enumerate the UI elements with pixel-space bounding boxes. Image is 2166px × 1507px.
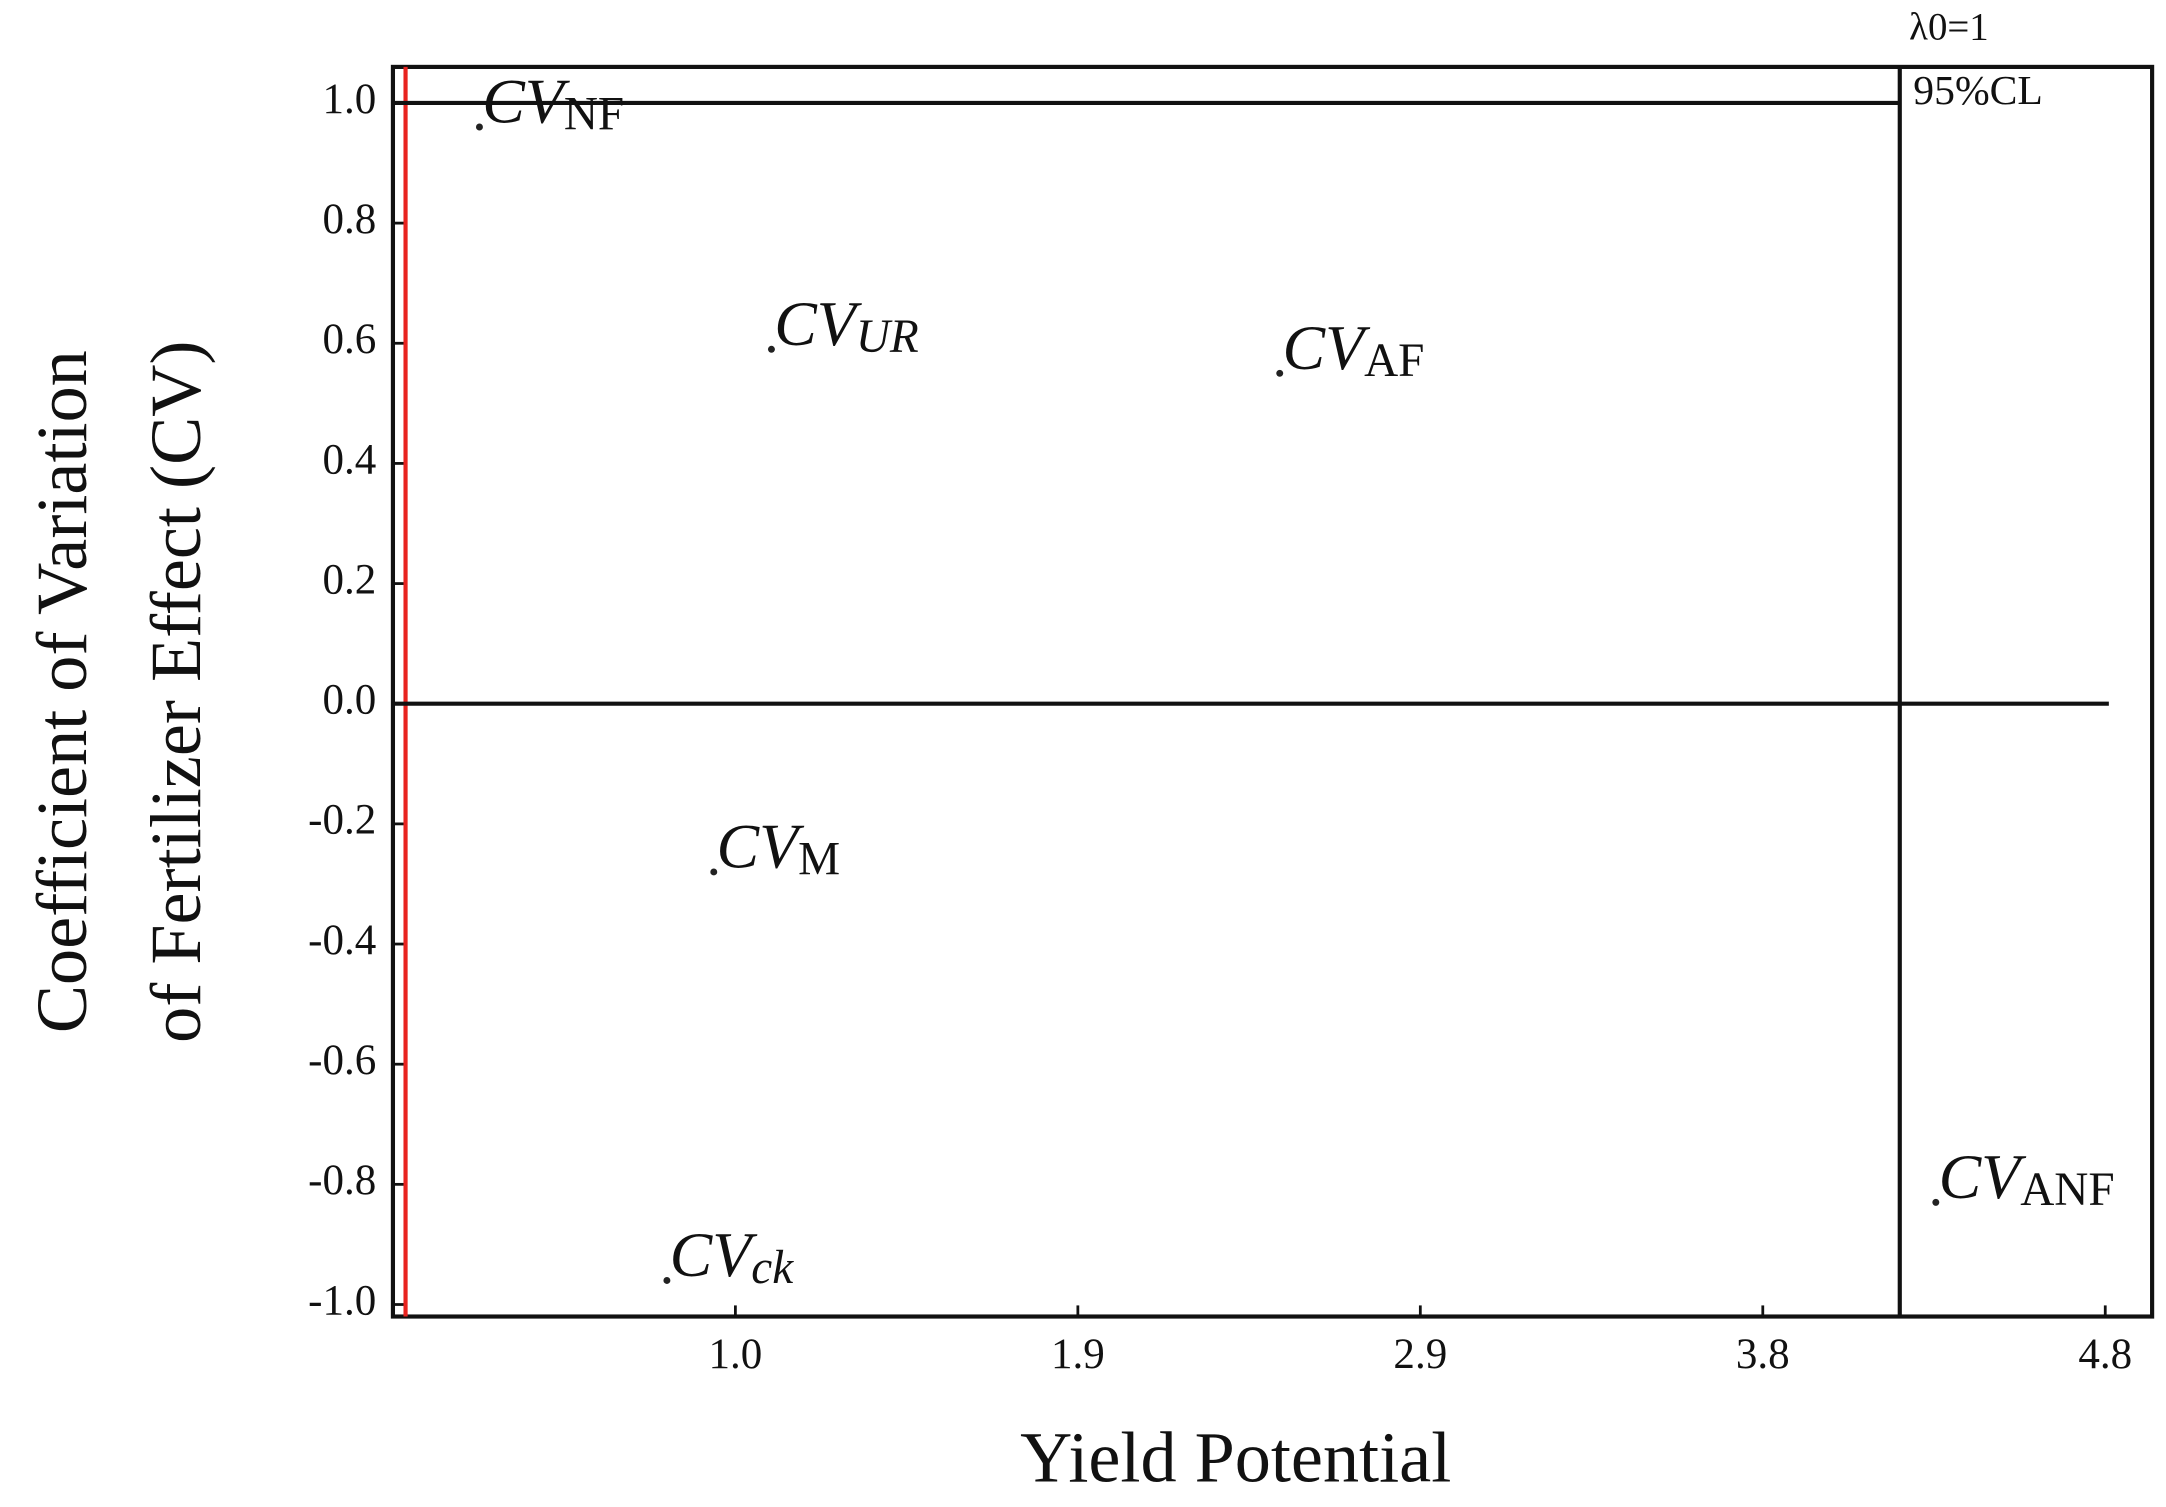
y-tick-label: -0.2 xyxy=(308,797,376,844)
point-label-sub: ANF xyxy=(2020,1164,2114,1216)
annotation: 95%CL xyxy=(1913,68,2043,114)
y-tick-label: -0.8 xyxy=(308,1157,376,1204)
point-label-sub: M xyxy=(798,833,840,885)
y-tick-label: 0.8 xyxy=(322,196,376,243)
point xyxy=(1932,1198,1940,1206)
point-label-main: CV xyxy=(482,65,571,136)
point-label: CVM xyxy=(717,810,841,885)
y-tick-label: 0.4 xyxy=(322,436,376,483)
point xyxy=(710,868,718,876)
point-label: CVANF xyxy=(1939,1141,2115,1216)
y-tick-label: 1.0 xyxy=(322,76,376,123)
point xyxy=(663,1277,671,1284)
point-label-main: CV xyxy=(774,287,863,358)
point-label: CVAF xyxy=(1283,312,1425,387)
y-tick-label: -0.6 xyxy=(308,1037,376,1084)
x-tick-label: 1.0 xyxy=(708,1331,762,1378)
y-axis-title: of Fertilizer Effect (CV) xyxy=(136,341,216,1043)
point xyxy=(767,345,775,353)
point-label-sub: AF xyxy=(1364,335,1424,387)
y-tick-label: 0.0 xyxy=(322,677,376,724)
point-label: CVNF xyxy=(482,65,624,140)
point-label-main: CV xyxy=(717,810,806,881)
plot-frame xyxy=(390,64,2155,1319)
point-label-main: CV xyxy=(670,1219,759,1290)
y-tick-label: 0.2 xyxy=(322,556,376,603)
y-tick-label: -1.0 xyxy=(308,1277,376,1324)
x-tick-label: 4.8 xyxy=(2078,1331,2132,1378)
y-axis-title: Coefficient of Variation xyxy=(22,350,102,1033)
point xyxy=(475,123,483,131)
point-label-main: CV xyxy=(1283,312,1372,383)
y-tick-label: 0.6 xyxy=(322,316,376,363)
point-label-main: CV xyxy=(1939,1141,2028,1212)
point-label-sub: ck xyxy=(751,1242,794,1294)
y-tick-label: -0.4 xyxy=(308,917,376,964)
point-label-sub: UR xyxy=(856,311,919,363)
x-tick-label: 2.9 xyxy=(1393,1331,1447,1378)
point-label-sub: NF xyxy=(564,88,624,140)
point xyxy=(1276,369,1284,377)
point-label: CVck xyxy=(670,1219,795,1294)
x-tick-label: 1.9 xyxy=(1051,1331,1105,1378)
annotation: λ0=1 xyxy=(1909,6,1989,49)
x-tick-label: 3.8 xyxy=(1736,1331,1790,1378)
point-label: CVUR xyxy=(774,287,919,362)
x-axis-title: Yield Potential xyxy=(1020,1418,1451,1498)
